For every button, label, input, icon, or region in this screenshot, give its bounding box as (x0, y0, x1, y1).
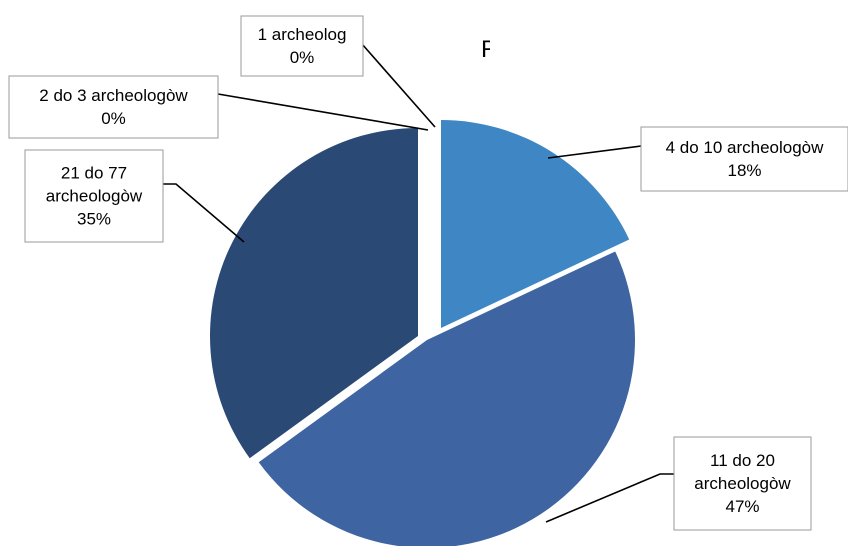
pie-slice-4-do-10-archeolog-w (441, 120, 630, 328)
data-labels: 1 archeolog 0% 2 do 3 archeologòw 0% 21 do 7… (8, 15, 848, 531)
pie-slices (210, 120, 635, 546)
label-21-do-77-archeologow-line-2: archeologòw (46, 187, 143, 206)
pie-slice-11-do-20-archeolog-w (258, 251, 635, 546)
label-1-archeolog: 1 archeolog 0% (240, 15, 364, 77)
label-11-do-20-archeologow-line-1: 11 do 20 (710, 451, 775, 470)
label-21-do-77-archeologow-line-3: 35% (77, 210, 111, 229)
label-21-do-77-archeologow-box (24, 149, 164, 243)
label-1-archeolog-line-2: 0% (290, 48, 315, 67)
leader-1-archeolog (361, 43, 436, 128)
label-2-do-3-archeologow-line-2: 0% (101, 109, 126, 128)
leader-2-do-3 (217, 93, 429, 131)
label-11-do-20-archeologow-box (673, 436, 812, 531)
leader-lines (163, 43, 674, 523)
label-4-do-10-archeologow-box (640, 126, 848, 192)
label-2-do-3-archeologow-line-1: 2 do 3 archeologòw (39, 86, 188, 105)
label-11-do-20-archeologow-line-3: 47% (725, 497, 759, 516)
leader-21-do-77 (163, 183, 245, 243)
chart-title: R (481, 30, 550, 90)
label-4-do-10-archeologow-line-2: 18% (727, 161, 761, 180)
leader-4-do-10 (547, 145, 642, 159)
label-11-do-20-archeologow-line-2: archeologòw (694, 474, 791, 493)
leader-11-do-20 (545, 473, 674, 523)
label-21-do-77-archeologow: 21 do 77 archeologòw 35% (24, 149, 164, 243)
label-11-do-20-archeologow: 11 do 20 archeologòw 47% (673, 436, 812, 531)
label-4-do-10-archeologow: 4 do 10 archeologòw 18% (640, 126, 848, 192)
pie-slice-21-do-77-archeolog-w (210, 127, 418, 459)
label-2-do-3-archeologow-box (8, 75, 219, 139)
label-1-archeolog-line-1: 1 archeolog (258, 25, 347, 44)
label-4-do-10-archeologow-line-1: 4 do 10 archeologòw (666, 138, 825, 157)
label-21-do-77-archeologow-line-1: 21 do 77 (61, 164, 127, 183)
label-2-do-3-archeologow: 2 do 3 archeologòw 0% (8, 75, 219, 139)
label-1-archeolog-box (240, 15, 364, 77)
